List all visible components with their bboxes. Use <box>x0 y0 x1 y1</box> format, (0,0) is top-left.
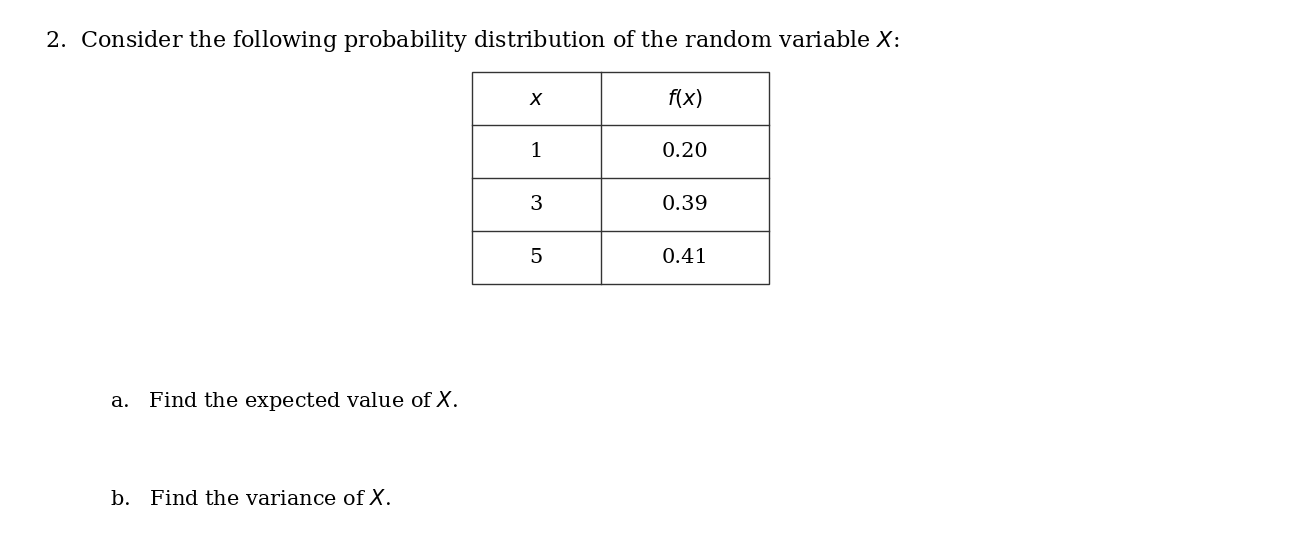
Text: $f(x)$: $f(x)$ <box>667 87 703 110</box>
Text: 2.  Consider the following probability distribution of the random variable $X$:: 2. Consider the following probability di… <box>45 28 899 54</box>
Text: a.   Find the expected value of $X$.: a. Find the expected value of $X$. <box>110 389 457 413</box>
Text: 3: 3 <box>530 195 543 214</box>
Text: b.   Find the variance of $X$.: b. Find the variance of $X$. <box>110 489 390 509</box>
Text: 0.39: 0.39 <box>662 195 708 214</box>
Text: 0.20: 0.20 <box>662 142 708 161</box>
Text: 0.41: 0.41 <box>662 247 708 267</box>
Text: $x$: $x$ <box>528 89 544 108</box>
Text: 1: 1 <box>530 142 543 161</box>
Text: 5: 5 <box>530 247 543 267</box>
